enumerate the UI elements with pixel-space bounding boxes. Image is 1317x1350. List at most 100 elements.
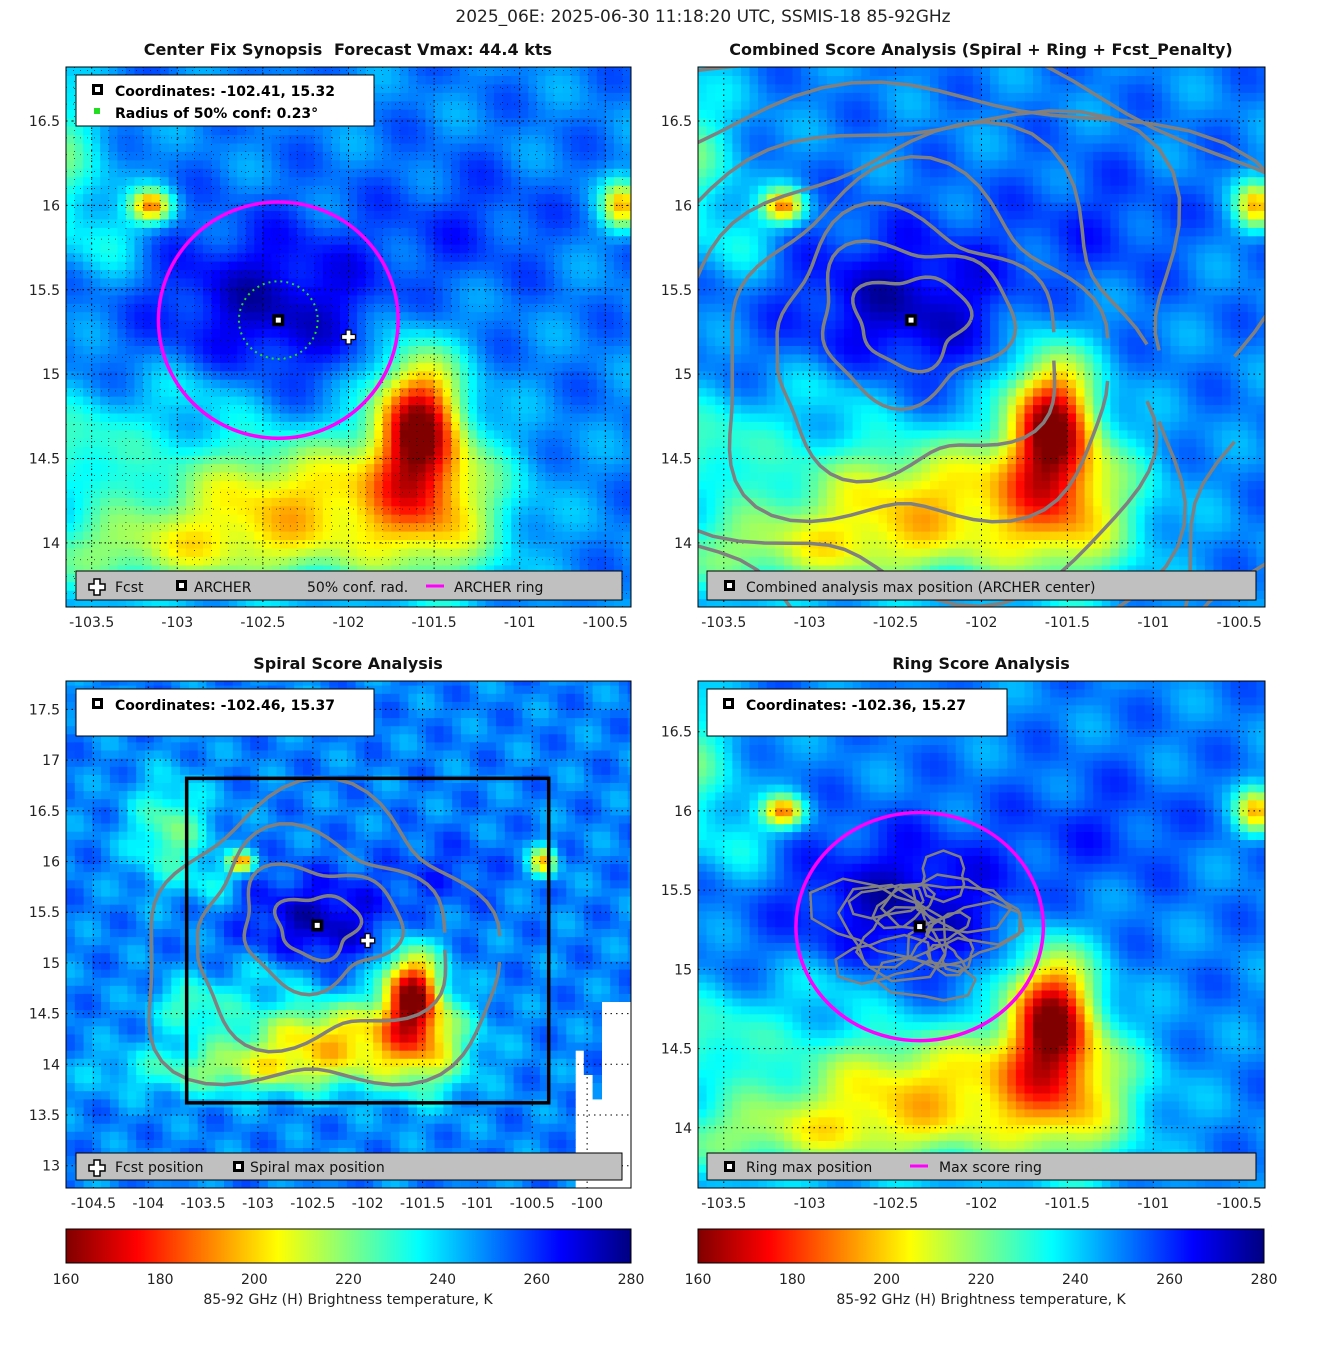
heatmap-cell xyxy=(622,126,631,136)
heatmap-cell xyxy=(706,522,716,532)
heatmap-cell xyxy=(715,522,725,532)
heatmap-cell xyxy=(741,193,751,203)
heatmap-cell xyxy=(177,134,187,144)
heatmap-cell xyxy=(723,311,733,321)
heatmap-cell xyxy=(536,480,546,490)
heatmap-cell xyxy=(280,159,290,169)
heatmap-cell xyxy=(554,303,564,313)
heatmap-cell xyxy=(622,142,631,152)
heatmap-cell xyxy=(357,564,367,574)
heatmap-cell xyxy=(596,294,606,304)
heatmap-cell xyxy=(732,109,742,119)
heatmap-cell xyxy=(211,556,221,566)
heatmap-cell xyxy=(528,269,538,279)
heatmap-cell xyxy=(348,159,358,169)
heatmap-cell xyxy=(434,387,444,397)
heatmap-cell xyxy=(125,337,136,346)
heatmap-cell xyxy=(698,100,708,110)
heatmap-cell xyxy=(125,159,136,169)
heatmap-cell xyxy=(562,235,572,245)
heatmap-cell xyxy=(66,463,76,473)
heatmap-cell xyxy=(715,168,725,178)
heatmap-cell xyxy=(237,362,247,372)
heatmap-cell xyxy=(228,396,238,406)
heatmap-cell xyxy=(254,303,264,313)
heatmap-cell xyxy=(732,328,742,338)
heatmap-cell xyxy=(766,345,776,355)
heatmap-cell xyxy=(485,176,495,186)
heatmap-cell xyxy=(203,303,213,313)
heatmap-cell xyxy=(100,362,110,372)
heatmap-cell xyxy=(382,547,392,557)
heatmap-cell xyxy=(588,404,598,414)
heatmap-cell xyxy=(391,564,401,574)
heatmap-cell xyxy=(151,463,161,473)
heatmap-cell xyxy=(766,75,776,85)
heatmap-cell xyxy=(211,379,221,389)
heatmap-cell xyxy=(83,505,93,515)
heatmap-cell xyxy=(245,480,255,490)
heatmap-cell xyxy=(177,429,187,439)
heatmap-cell xyxy=(494,244,504,254)
heatmap-cell xyxy=(417,286,427,296)
heatmap-cell xyxy=(706,446,716,456)
heatmap-cell xyxy=(715,446,725,456)
heatmap-cell xyxy=(749,176,759,186)
heatmap-cell xyxy=(545,235,555,245)
heatmap-cell xyxy=(399,202,410,211)
heatmap-cell xyxy=(151,370,161,380)
heatmap-cell xyxy=(348,345,358,355)
heatmap-cell xyxy=(545,92,555,102)
heatmap-cell xyxy=(339,202,350,211)
heatmap-cell xyxy=(194,421,204,431)
heatmap-cell xyxy=(160,261,170,271)
heatmap-cell xyxy=(322,412,332,422)
heatmap-cell xyxy=(494,269,504,279)
heatmap-cell xyxy=(357,235,367,245)
heatmap-cell xyxy=(220,387,230,397)
heatmap-cell xyxy=(476,286,487,296)
heatmap-cell xyxy=(160,547,170,557)
heatmap-cell xyxy=(451,539,461,549)
heatmap-cell xyxy=(297,303,307,313)
heatmap-cell xyxy=(588,303,598,313)
heatmap-cell xyxy=(357,277,367,287)
heatmap-cell xyxy=(758,218,768,228)
heatmap-cell xyxy=(732,269,742,279)
heatmap-cell xyxy=(237,505,247,515)
heatmap-cell xyxy=(622,83,631,93)
heatmap-cell xyxy=(749,83,759,93)
heatmap-cell xyxy=(715,564,725,574)
heatmap-cell xyxy=(631,497,640,506)
heatmap-cell xyxy=(382,412,392,422)
heatmap-cell xyxy=(442,480,452,490)
heatmap-cell xyxy=(519,505,529,515)
heatmap-cell xyxy=(579,176,589,186)
heatmap-cell xyxy=(758,202,768,211)
heatmap-cell xyxy=(596,429,606,439)
heatmap-cell xyxy=(468,353,478,363)
heatmap-cell xyxy=(237,151,247,161)
heatmap-cell xyxy=(177,176,187,186)
heatmap-cell xyxy=(545,412,555,422)
heatmap-cell xyxy=(211,514,221,524)
heatmap-cell xyxy=(502,412,512,422)
heatmap-cell xyxy=(228,277,238,287)
heatmap-cell xyxy=(758,109,768,119)
heatmap-cell xyxy=(125,252,136,262)
heatmap-cell xyxy=(237,353,247,363)
heatmap-cell xyxy=(74,497,84,507)
heatmap-cell xyxy=(262,429,273,439)
heatmap-cell xyxy=(425,505,435,515)
heatmap-cell xyxy=(382,379,392,389)
heatmap-cell xyxy=(571,396,581,406)
heatmap-cell xyxy=(399,421,410,431)
heatmap-cell xyxy=(631,253,640,262)
heatmap-cell xyxy=(442,328,452,338)
heatmap-cell xyxy=(245,497,255,507)
heatmap-cell xyxy=(758,244,768,254)
heatmap-cell xyxy=(434,522,444,532)
heatmap-cell xyxy=(494,210,504,220)
heatmap-cell xyxy=(117,193,127,203)
heatmap-cell xyxy=(723,286,733,296)
